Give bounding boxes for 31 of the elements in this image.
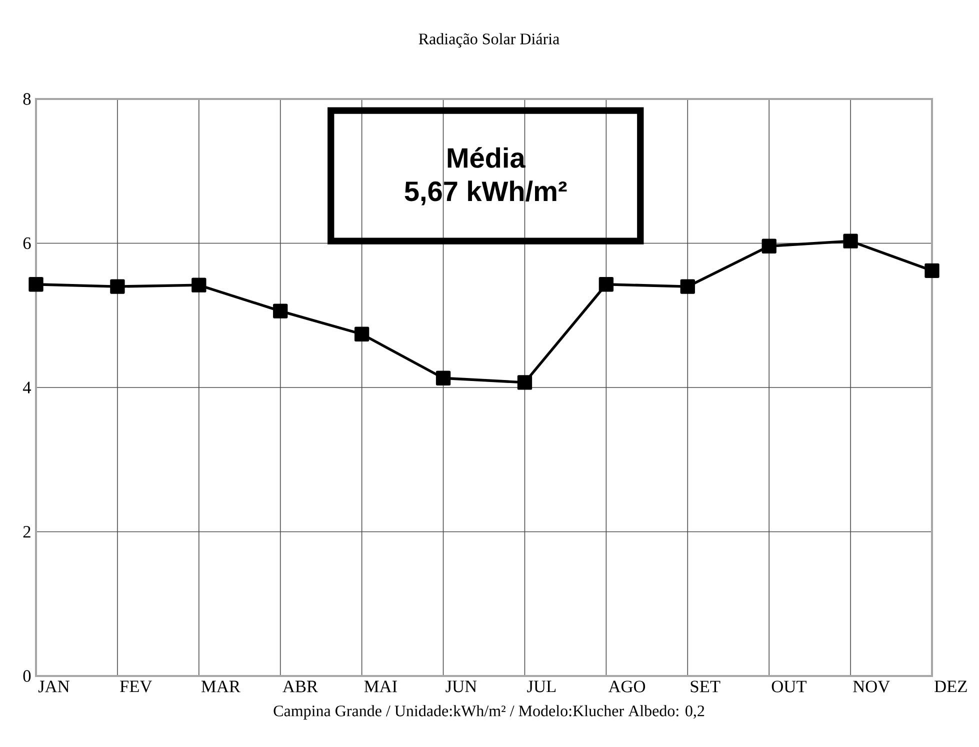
chart-title: Radiação Solar Diária xyxy=(418,33,560,48)
y-tick-label: 4 xyxy=(22,382,32,394)
x-tick-label: NOV xyxy=(853,680,890,692)
point xyxy=(843,234,858,248)
point xyxy=(192,278,206,292)
y-tick-label: 8 xyxy=(23,93,31,105)
point xyxy=(354,326,370,342)
x-tick-label: MAR xyxy=(201,680,240,692)
y-tick-label: 0 xyxy=(23,670,31,682)
x-tick-label: OUT xyxy=(772,680,806,692)
point xyxy=(273,304,288,318)
y-tick-label: 6 xyxy=(23,237,31,250)
x-tick-label: AGO xyxy=(608,680,646,692)
x-tick-label: ABR xyxy=(282,680,318,692)
x-tick-label: JUL xyxy=(527,680,556,692)
point xyxy=(110,279,125,294)
point xyxy=(762,238,776,254)
x-tick-label: DEZ xyxy=(934,680,967,692)
x-tick-label: SET xyxy=(690,680,720,692)
point xyxy=(436,370,451,386)
x-tick-label: FEV xyxy=(120,680,152,692)
text: Campina Grande / Unidade:kWh/m² / Modelo:Klucher Albedo: 0,2 xyxy=(274,705,704,720)
x-tick-label: JAN xyxy=(38,680,70,692)
x-tick-label: JUN xyxy=(446,680,477,692)
y-tick-label: 2 xyxy=(23,526,30,538)
point xyxy=(517,375,532,390)
point xyxy=(924,263,940,278)
point xyxy=(598,277,614,292)
point xyxy=(680,279,695,294)
point xyxy=(28,277,44,292)
x-tick-label: MAI xyxy=(364,680,397,692)
